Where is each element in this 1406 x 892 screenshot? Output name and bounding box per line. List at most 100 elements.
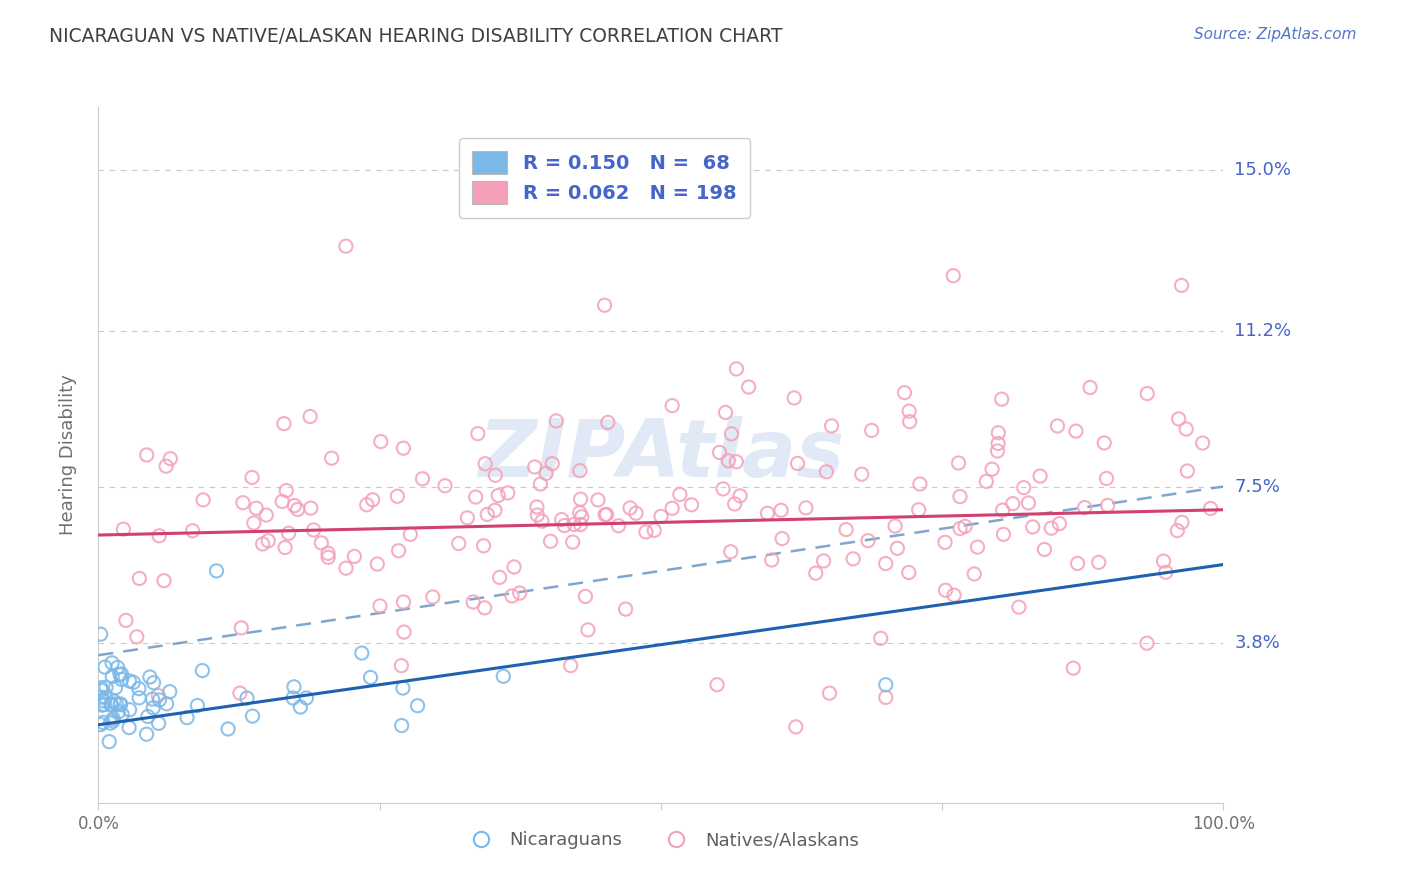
Point	[283, 680, 305, 694]
Point	[486, 489, 509, 503]
Point	[934, 583, 956, 598]
Point	[118, 673, 141, 688]
Point	[987, 436, 1010, 450]
Point	[943, 588, 966, 602]
Text: 3.8%: 3.8%	[1234, 633, 1279, 651]
Point	[128, 572, 150, 586]
Point	[93, 698, 115, 712]
Point	[770, 532, 793, 546]
Point	[100, 716, 122, 731]
Point	[725, 362, 748, 376]
Point	[392, 441, 415, 455]
Point	[794, 500, 817, 515]
Point	[990, 392, 1012, 406]
Point	[411, 472, 433, 486]
Point	[90, 717, 112, 731]
Point	[252, 537, 274, 551]
Point	[898, 415, 921, 429]
Point	[1062, 661, 1084, 675]
Point	[875, 557, 897, 571]
Point	[987, 425, 1010, 440]
Point	[595, 508, 617, 522]
Point	[311, 536, 333, 550]
Point	[484, 503, 506, 517]
Point	[191, 664, 214, 678]
Point	[706, 678, 728, 692]
Point	[661, 399, 683, 413]
Point	[875, 678, 897, 692]
Point	[283, 499, 305, 513]
Point	[98, 734, 121, 748]
Point	[111, 673, 134, 687]
Point	[526, 508, 548, 522]
Point	[356, 498, 378, 512]
Point	[561, 535, 583, 549]
Text: Source: ZipAtlas.com: Source: ZipAtlas.com	[1194, 27, 1357, 42]
Point	[422, 590, 444, 604]
Point	[1049, 516, 1071, 531]
Point	[142, 675, 165, 690]
Point	[949, 522, 972, 536]
Point	[153, 574, 176, 588]
Point	[273, 417, 295, 431]
Point	[593, 298, 616, 312]
Point	[392, 681, 415, 695]
Point	[661, 501, 683, 516]
Point	[596, 416, 619, 430]
Point	[948, 456, 970, 470]
Point	[851, 467, 873, 482]
Point	[148, 716, 170, 731]
Legend: Nicaraguans, Natives/Alaskans: Nicaraguans, Natives/Alaskans	[456, 824, 866, 856]
Point	[474, 457, 496, 471]
Point	[107, 660, 129, 674]
Point	[108, 698, 131, 712]
Point	[650, 509, 672, 524]
Point	[717, 185, 740, 199]
Point	[350, 646, 373, 660]
Point	[624, 506, 647, 520]
Point	[509, 586, 531, 600]
Point	[370, 434, 392, 449]
Point	[474, 600, 496, 615]
Point	[576, 623, 599, 637]
Point	[191, 492, 214, 507]
Point	[90, 627, 112, 641]
Text: 15.0%: 15.0%	[1234, 161, 1291, 179]
Point	[761, 553, 783, 567]
Point	[299, 501, 322, 516]
Point	[242, 709, 264, 723]
Point	[101, 712, 124, 726]
Point	[893, 385, 915, 400]
Point	[139, 670, 162, 684]
Point	[728, 489, 751, 503]
Point	[447, 536, 470, 550]
Point	[366, 557, 388, 571]
Point	[105, 697, 128, 711]
Point	[835, 523, 858, 537]
Point	[492, 669, 515, 683]
Point	[135, 727, 157, 741]
Point	[290, 700, 312, 714]
Point	[783, 391, 806, 405]
Point	[942, 268, 965, 283]
Point	[530, 514, 553, 528]
Point	[276, 483, 298, 498]
Point	[118, 703, 141, 717]
Point	[1199, 501, 1222, 516]
Point	[875, 690, 897, 705]
Point	[316, 546, 339, 560]
Point	[232, 496, 254, 510]
Point	[1170, 278, 1192, 293]
Point	[586, 492, 609, 507]
Point	[94, 690, 117, 705]
Point	[1017, 496, 1039, 510]
Point	[100, 698, 122, 712]
Point	[1171, 516, 1194, 530]
Point	[720, 426, 742, 441]
Point	[1066, 557, 1088, 571]
Point	[287, 502, 309, 516]
Point	[820, 418, 842, 433]
Point	[534, 467, 557, 481]
Point	[93, 694, 115, 708]
Point	[1095, 471, 1118, 485]
